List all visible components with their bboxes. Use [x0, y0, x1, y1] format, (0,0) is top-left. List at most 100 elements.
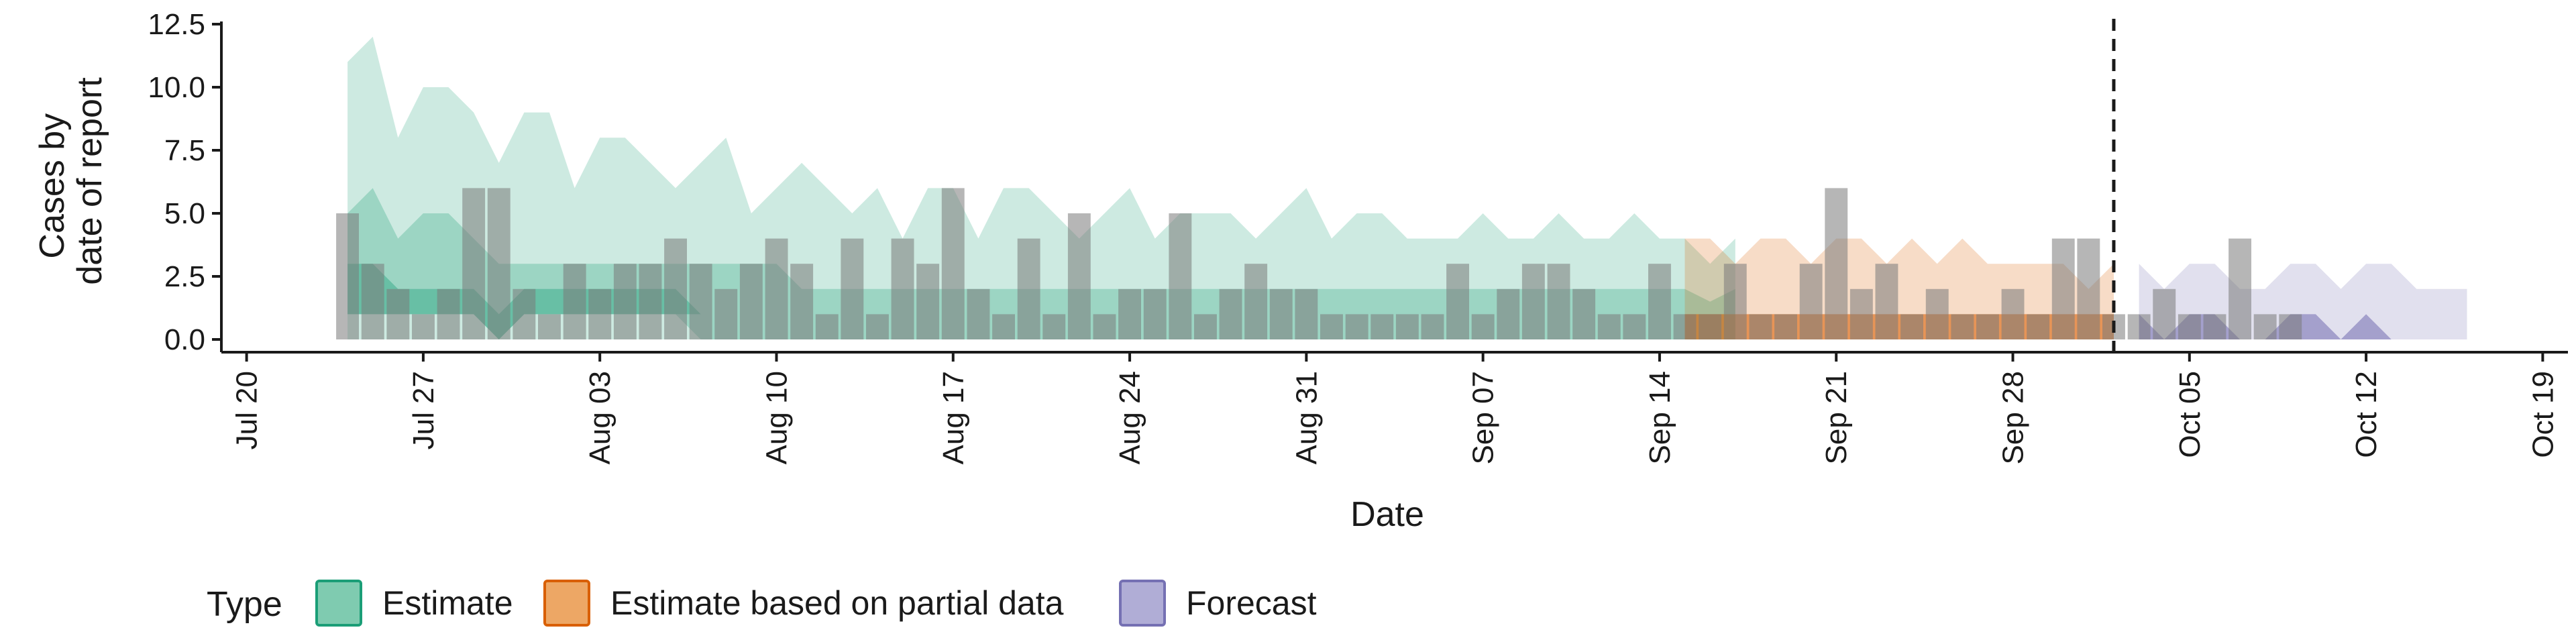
bar: [1699, 314, 1722, 339]
x-tick-label: Jul 20: [231, 371, 264, 449]
bar: [941, 188, 965, 339]
x-tick-label: Sep 07: [1467, 371, 1500, 464]
bar: [1042, 314, 1066, 339]
bar: [462, 188, 486, 339]
y-tick-label: 0.0: [164, 323, 205, 356]
legend-key-forecast: [1119, 580, 1166, 627]
bar: [2027, 314, 2050, 339]
x-tick-label: Aug 03: [584, 371, 616, 464]
bar: [891, 238, 914, 339]
bar: [790, 264, 814, 339]
bar: [689, 264, 712, 339]
x-tick-label: Jul 27: [407, 371, 440, 449]
bar: [1169, 213, 1192, 339]
bar: [1900, 314, 1923, 339]
bar: [967, 288, 990, 339]
y-axis-title-line-2: date of report: [70, 77, 109, 285]
bar: [1648, 264, 1671, 339]
bar: [336, 213, 359, 339]
x-tick-label: Oct 12: [2350, 371, 2383, 458]
axes: 0.0 2.5 5.0 7.5 10.0 12.5 Jul 20 Jul 27 Aug 03 Au…: [148, 8, 2568, 464]
bar: [2001, 288, 2025, 339]
bar: [1521, 264, 1545, 339]
bar: [1951, 314, 1974, 339]
bar: [2077, 238, 2100, 339]
bar: [1320, 314, 1343, 339]
bar: [538, 314, 561, 339]
bar: [613, 264, 637, 339]
bar: [1623, 314, 1646, 339]
bar: [1925, 288, 1949, 339]
x-tick-label: Sep 14: [1644, 371, 1676, 464]
legend-key-partial: [543, 580, 590, 627]
bar: [841, 238, 864, 339]
bar: [2127, 314, 2151, 339]
legend-title: Type: [207, 585, 282, 624]
bar: [1194, 314, 1217, 339]
bar: [437, 288, 460, 339]
legend-label-partial: Estimate based on partial data: [610, 584, 1064, 622]
bar: [1118, 288, 1141, 339]
bar: [1017, 238, 1040, 339]
legend-label-estimate: Estimate: [382, 584, 513, 622]
x-tick-label: Aug 10: [761, 371, 794, 464]
legend: Type Estimate Estimate based on partial …: [207, 580, 1317, 627]
bar: [1371, 314, 1394, 339]
bar: [1673, 314, 1697, 339]
bar: [1421, 314, 1444, 339]
bar: [2051, 238, 2075, 339]
bar: [2253, 314, 2277, 339]
y-tick-label: 5.0: [164, 197, 205, 230]
bar: [563, 264, 586, 339]
bar: [765, 238, 788, 339]
y-tick-label: 7.5: [164, 134, 205, 167]
bar: [2229, 238, 2251, 339]
bar: [916, 264, 940, 339]
bar: [1723, 264, 1747, 339]
x-tick-label: Aug 17: [937, 371, 970, 464]
bar: [1244, 264, 1268, 339]
bar: [1446, 264, 1469, 339]
x-tick-label: Sep 21: [1820, 371, 1853, 464]
bar: [714, 288, 738, 339]
bar: [1345, 314, 1368, 339]
bar: [513, 288, 536, 339]
bar: [2153, 288, 2176, 339]
bar: [866, 314, 889, 339]
y-axis-title-line-1: Cases by: [33, 113, 72, 259]
bar: [2203, 314, 2226, 339]
x-tick-label: Sep 28: [1997, 371, 2030, 464]
bar: [1849, 288, 1873, 339]
bar: [1825, 188, 1848, 339]
x-tick-label: Oct 05: [2174, 371, 2206, 458]
bar: [1976, 314, 1999, 339]
bar: [1875, 264, 1898, 339]
x-tick-label: Aug 31: [1290, 371, 1323, 464]
x-tick-label: Aug 24: [1114, 371, 1146, 464]
bar: [1295, 288, 1318, 339]
bar: [739, 264, 763, 339]
bar: [487, 188, 511, 339]
bar: [2178, 314, 2201, 339]
bar: [1497, 288, 1520, 339]
bar: [664, 238, 687, 339]
bar: [1749, 314, 1772, 339]
bar: [1774, 314, 1797, 339]
bar: [1219, 288, 1242, 339]
x-tick-label: Oct 19: [2526, 371, 2559, 458]
y-axis-title: Cases by date of report: [33, 77, 109, 285]
bar: [1547, 264, 1570, 339]
bar: [588, 288, 612, 339]
bar-layer: [336, 188, 2302, 339]
bar: [361, 264, 384, 339]
bar: [1093, 314, 1116, 339]
bar: [2279, 314, 2302, 339]
y-tick-label: 12.5: [148, 8, 205, 41]
y-tick-label: 10.0: [148, 71, 205, 104]
bar: [1067, 213, 1091, 339]
bar: [639, 264, 662, 339]
bar: [1572, 288, 1596, 339]
bar: [1143, 288, 1167, 339]
y-tick-label: 2.5: [164, 260, 205, 293]
